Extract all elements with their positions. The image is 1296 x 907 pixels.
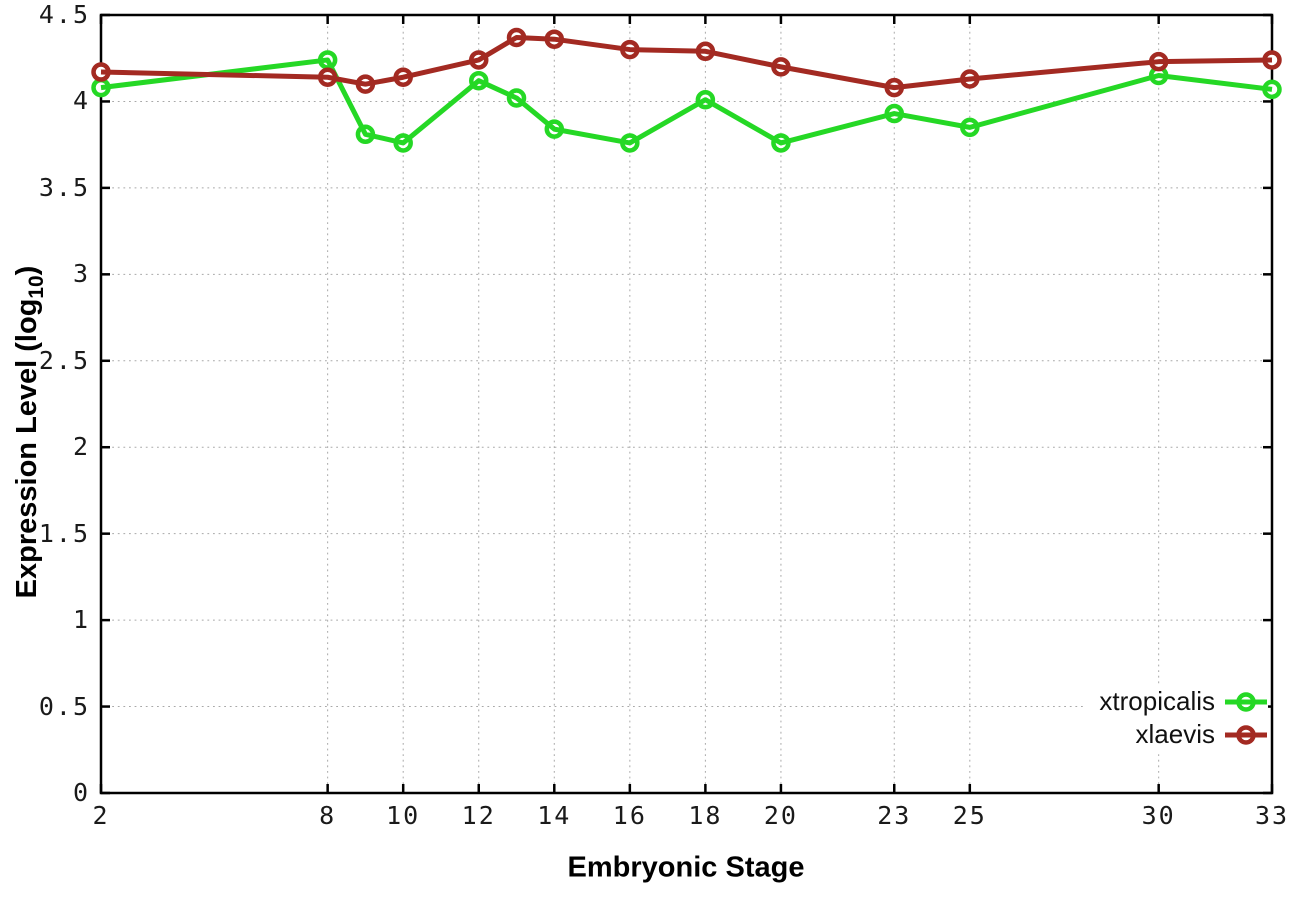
- series-line-xtropicalis: [100, 57, 1273, 146]
- y-tick-label: 1: [72, 605, 90, 635]
- legend: xtropicalis xlaevis: [1085, 685, 1268, 751]
- y-tick-label: 0: [72, 778, 90, 807]
- series-line-xlaevis: [100, 34, 1273, 91]
- x-tick-label: 14: [537, 801, 572, 830]
- legend-item-xlaevis: xlaevis: [1099, 718, 1268, 751]
- x-tick-label: 20: [763, 801, 798, 830]
- y-tick-label: 3.5: [38, 172, 90, 202]
- legend-item-xtropicalis: xtropicalis: [1099, 685, 1268, 718]
- x-tick-label: 8: [319, 801, 337, 830]
- x-tick-label: 10: [386, 801, 421, 830]
- x-axis-title: Embryonic Stage: [567, 851, 805, 884]
- x-tick-label: 25: [952, 801, 987, 830]
- x-tick-label: 33: [1254, 801, 1290, 830]
- legend-label-xtropicalis: xtropicalis: [1099, 686, 1215, 716]
- y-tick-label: 2.5: [38, 345, 90, 375]
- legend-line-marker-icon: [1225, 724, 1267, 745]
- y-tick-label: 4: [72, 86, 90, 116]
- y-tick-label: 3: [72, 259, 90, 289]
- x-tick-label: 23: [877, 801, 912, 830]
- x-tick-label: 30: [1141, 801, 1176, 830]
- y-tick-label: 1.5: [38, 518, 90, 548]
- y-tick-label: 4.5: [38, 0, 90, 29]
- y-tick-label: 2: [72, 432, 90, 462]
- x-tick-label: 2: [92, 801, 110, 830]
- legend-line-marker-icon: [1225, 691, 1267, 712]
- legend-label-xlaevis: xlaevis: [1135, 719, 1215, 749]
- x-tick-label: 12: [461, 801, 496, 830]
- y-tick-label: 0.5: [38, 691, 90, 721]
- x-tick-label: 16: [612, 801, 647, 830]
- plot-border: [99, 13, 1274, 795]
- x-tick-label: 18: [688, 801, 723, 830]
